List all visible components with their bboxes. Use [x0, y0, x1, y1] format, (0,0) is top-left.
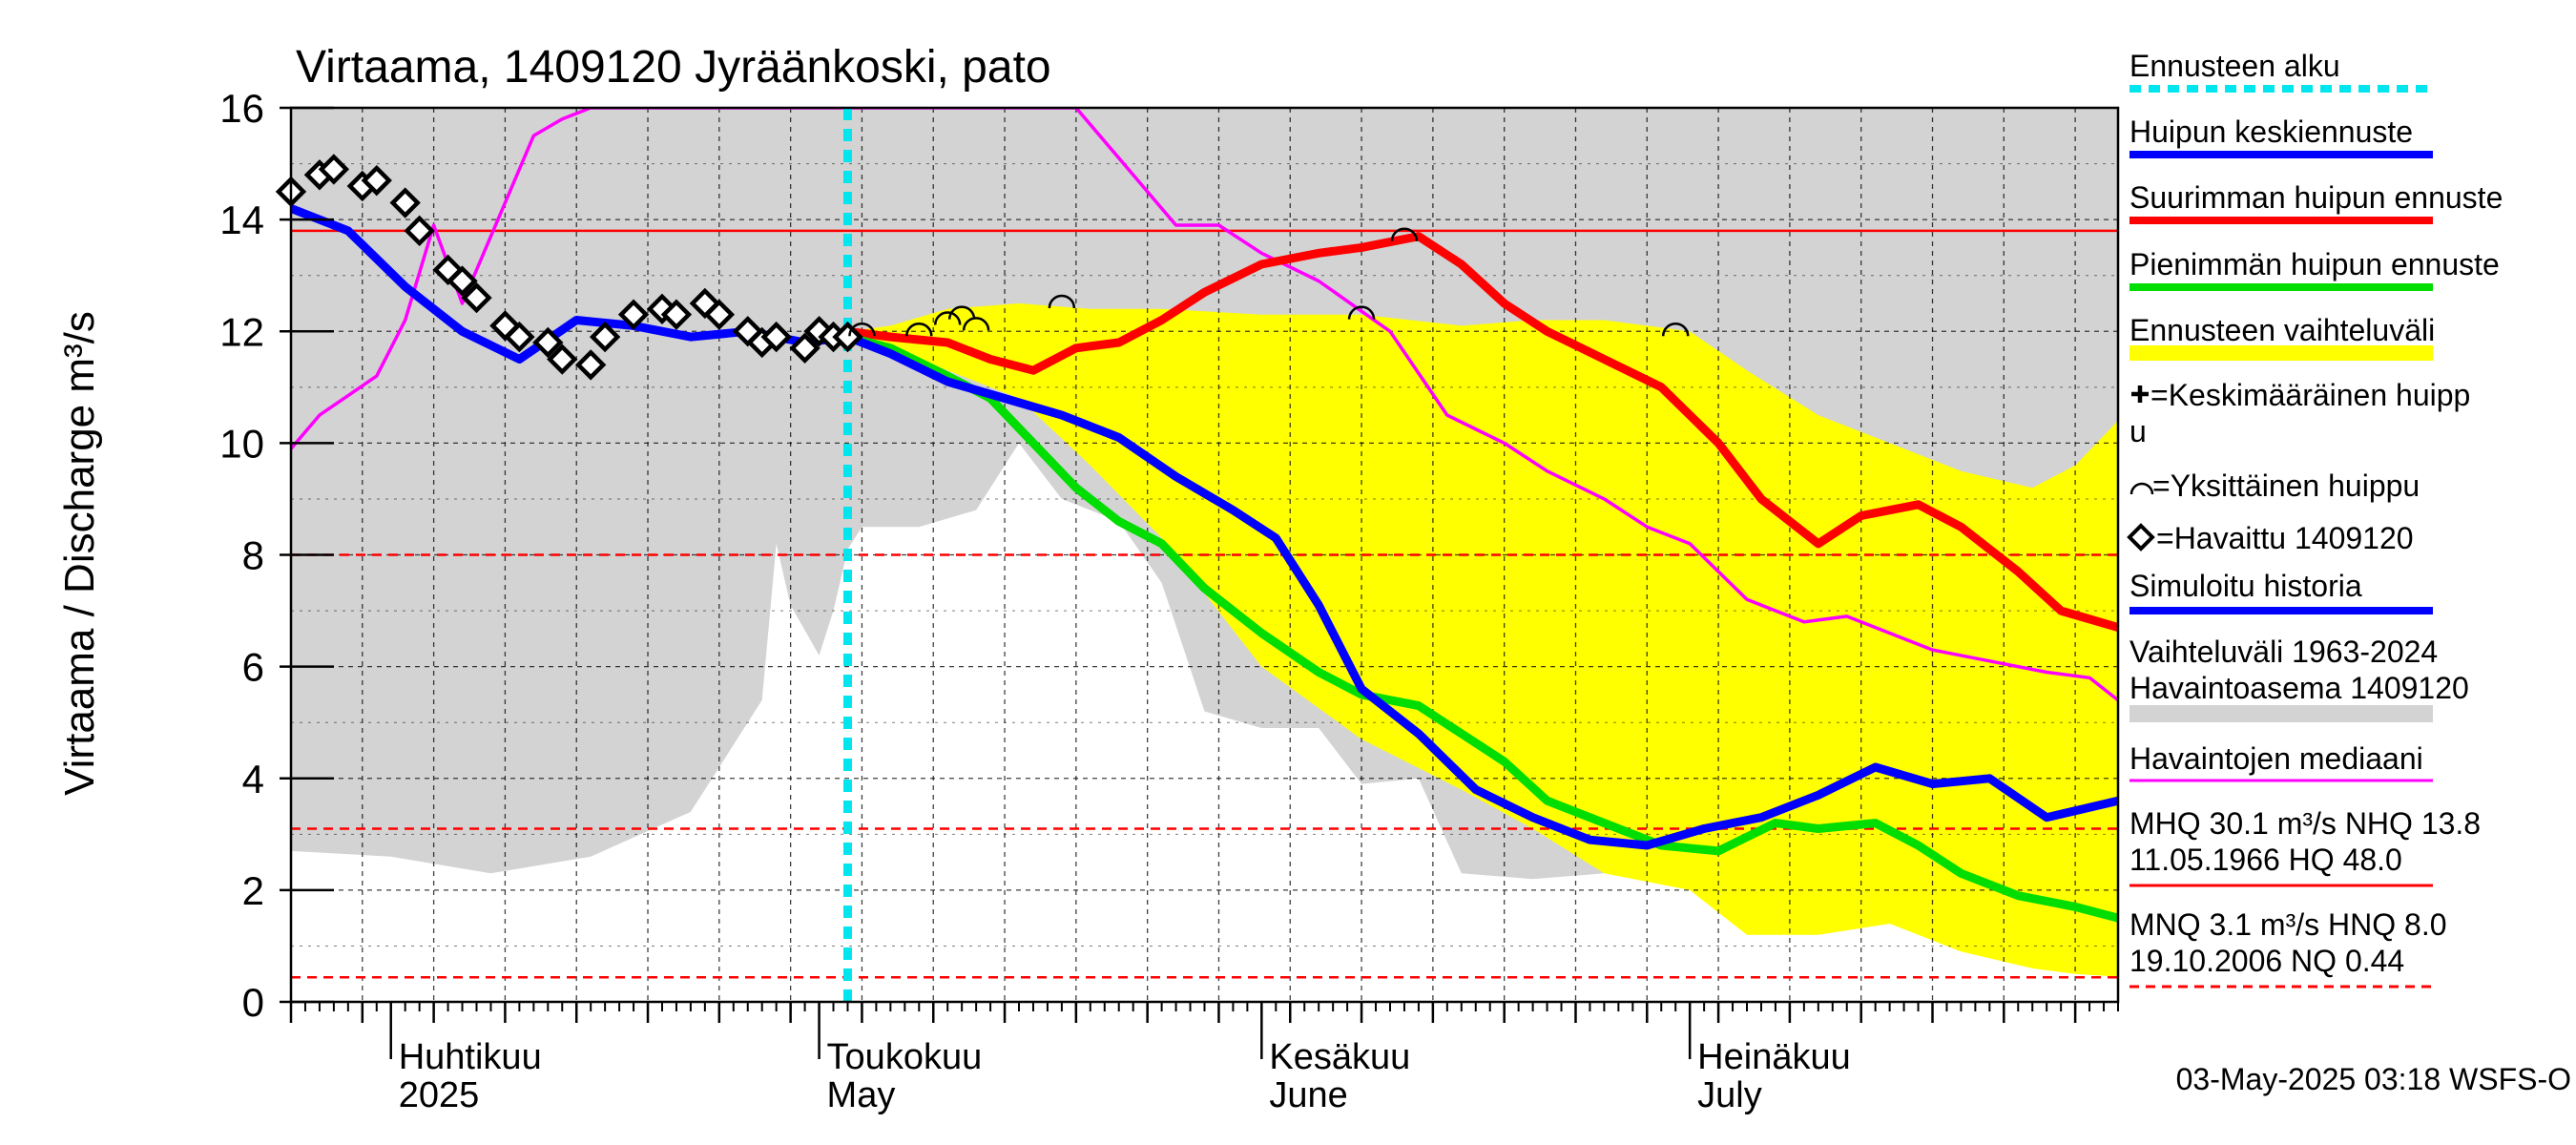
legend-item-havaittu-1409120: =Havaittu 1409120	[2156, 521, 2414, 555]
chart-title: Virtaama, 1409120 Jyräänkoski, pato	[296, 42, 1051, 93]
legend-item-keskimaarainen-huipp: =Keskimääräinen huipp	[2150, 378, 2470, 412]
observed-point	[589, 321, 621, 353]
legend-item-vaihteluvali-1963-2024-cont: Havaintoasema 1409120	[2129, 671, 2469, 705]
y-tick-label: 12	[219, 309, 264, 354]
individual-peak-marker	[962, 317, 990, 331]
individual-peak-marker	[933, 311, 962, 325]
individual-peak-marker	[1661, 323, 1690, 337]
diamond-marker-icon	[2127, 523, 2155, 552]
y-tick-label: 14	[219, 198, 264, 242]
stats-line: MNQ 3.1 m³/s HNQ 8.0	[2129, 907, 2447, 942]
observed-point	[504, 321, 535, 353]
observed-point	[361, 164, 392, 197]
observed-point	[389, 187, 421, 219]
observed-point	[689, 287, 721, 320]
y-tick-label: 4	[242, 757, 264, 802]
observed-point	[532, 326, 564, 359]
legend-item-ennusteen-alku: Ennusteen alku	[2129, 49, 2340, 83]
series-line-suurimman-huipun-ennuste	[843, 232, 2118, 633]
legend-item-huipun-keskiennuste: Huipun keskiennuste	[2129, 114, 2413, 149]
individual-peak-marker	[947, 305, 976, 320]
observed-point	[832, 321, 863, 353]
legend-item-pienimman-huipun-ennuste: Pienimmän huipun ennuste	[2129, 247, 2500, 281]
observed-point	[547, 344, 578, 375]
individual-peak-marker	[905, 323, 933, 337]
observed-point	[461, 281, 492, 314]
stats-line: 11.05.1966 HQ 48.0	[2129, 843, 2402, 877]
markers	[275, 154, 1690, 381]
individual-peak-marker	[1048, 294, 1076, 309]
observed-point	[318, 154, 350, 185]
y-tick-label: 16	[219, 86, 264, 131]
legend-item-havaintojen-mediaani: Havaintojen mediaani	[2129, 741, 2423, 776]
legend-item-suurimman-huipun-ennuste: Suurimman huipun ennuste	[2129, 180, 2503, 215]
y-tick-label: 0	[242, 980, 264, 1025]
arc-marker-icon	[2129, 482, 2154, 495]
x-month-label: Kesäkuu	[1269, 1037, 1410, 1077]
observed-point	[574, 349, 607, 381]
series-line-pienimman-huipun-ennuste	[843, 332, 2118, 923]
stats-line: MHQ 30.1 m³/s NHQ 13.8	[2129, 806, 2481, 841]
individual-peak-marker	[1347, 305, 1376, 320]
legend-swatch	[2129, 345, 2433, 361]
reference-lines	[291, 229, 2118, 979]
x-month-sublabel: 2025	[399, 1075, 480, 1115]
observed-point	[760, 321, 792, 353]
individual-peak-marker	[1390, 227, 1419, 241]
y-tick-label: 6	[242, 645, 264, 690]
x-month-sublabel: July	[1697, 1075, 1762, 1115]
observed-point	[703, 299, 736, 330]
series-lines	[291, 108, 2118, 1002]
x-month-sublabel: May	[827, 1075, 896, 1115]
footer-timestamp: 03-May-2025 03:18 WSFS-O	[2176, 1062, 2571, 1096]
observed-point	[789, 332, 821, 364]
stats-line: 19.10.2006 NQ 0.44	[2129, 944, 2404, 978]
legend-item-keskimaarainen-huipp-cont: u	[2129, 414, 2147, 448]
plus-marker-icon	[2131, 385, 2149, 403]
observed-point	[803, 316, 835, 347]
legend-swatch	[2129, 705, 2433, 722]
legend-item-ennusteen-vaihteluvali: Ennusteen vaihteluväli	[2129, 313, 2435, 347]
observed-point	[447, 265, 478, 297]
legend: Ennusteen alku Huipun keskiennuste Suurimm…	[2127, 49, 2503, 989]
x-month-label: Toukokuu	[827, 1037, 983, 1077]
legend-item-simuloitu-historia: Simuloitu historia	[2129, 569, 2362, 603]
legend-item-vaihteluvali-1963-2024: Vaihteluväli 1963-2024	[2129, 635, 2438, 669]
legend-item-yksittainen-huippu: =Yksittäinen huippu	[2152, 468, 2420, 503]
y-tick-label: 10	[219, 421, 264, 466]
y-tick-label: 8	[242, 533, 264, 578]
x-month-sublabel: June	[1269, 1075, 1347, 1115]
observed-point	[404, 215, 435, 247]
observed-point	[489, 310, 521, 342]
observed-point	[617, 299, 650, 330]
observed-point	[660, 299, 693, 330]
x-month-label: Heinäkuu	[1697, 1037, 1851, 1077]
individual-peak-marker	[848, 323, 876, 337]
x-month-label: Huhtikuu	[399, 1037, 542, 1077]
y-tick-label: 2	[242, 868, 264, 913]
y-axis-label: Virtaama / Discharge m³/s	[56, 311, 103, 796]
